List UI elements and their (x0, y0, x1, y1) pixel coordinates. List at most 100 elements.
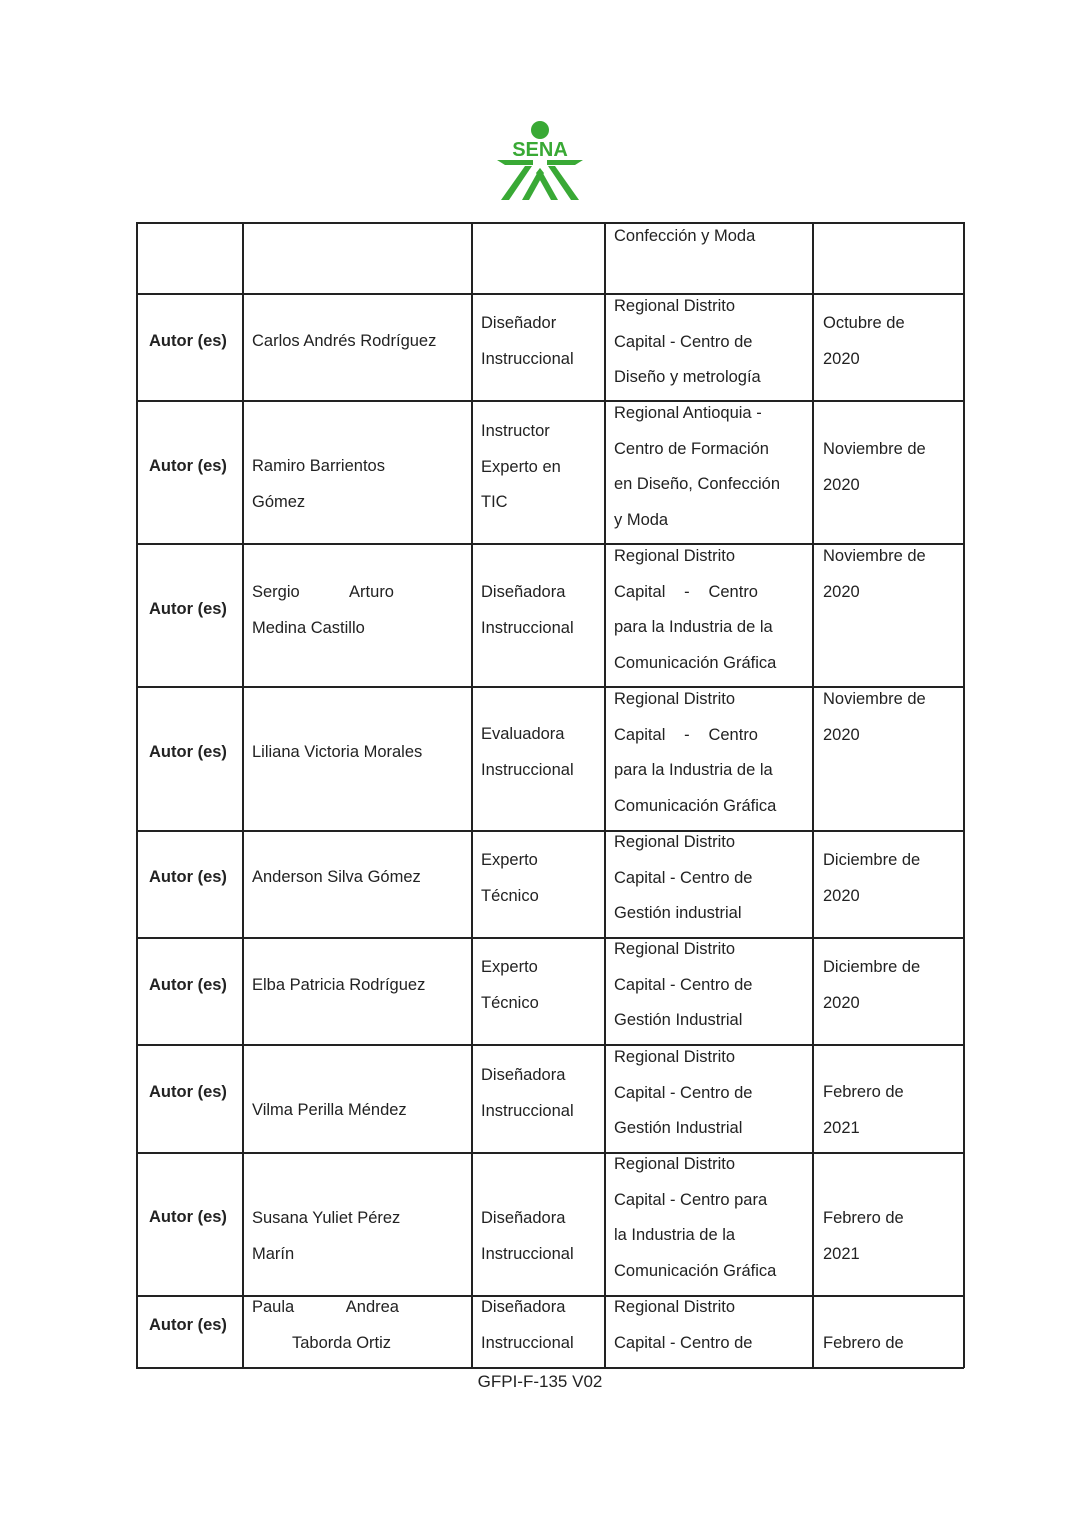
row-divider (136, 543, 964, 545)
author-location: y Moda (614, 510, 669, 529)
author-role: Evaluadora (481, 725, 565, 743)
author-name: Anderson Silva Gómez (252, 868, 421, 886)
author-name: Elba Patricia Rodríguez (252, 976, 426, 994)
author-location: Gestión industrial (614, 904, 742, 922)
column-divider (471, 222, 473, 1368)
author-date: 2020 (823, 993, 860, 1012)
authors-table: Confección y Moda Autor (es) Carlos Andrés… (136, 222, 965, 1369)
author-date: 2020 (823, 475, 860, 494)
author-location: Capital - Centro de (614, 868, 753, 887)
author-location: Gestión Industrial (614, 1119, 743, 1137)
author-label: Autor (es) (149, 332, 227, 350)
author-location: para la Industria de la (614, 761, 773, 779)
author-location: Regional Distrito (614, 547, 736, 565)
row-divider (136, 937, 964, 939)
column-divider (812, 222, 814, 1368)
row-divider (136, 400, 964, 402)
author-location: Centro de Formación (614, 439, 769, 458)
author-date: Febrero de (823, 1209, 904, 1227)
author-role: Experto (481, 958, 538, 976)
author-role: Diseñador (481, 314, 557, 332)
author-location: Regional Distrito (614, 940, 736, 958)
author-role: Instruccional (481, 760, 574, 779)
author-location: Diseño y metrología (614, 368, 761, 386)
author-location: Capital - Centro de (614, 1083, 753, 1102)
author-name: Ramiro Barrientos (252, 457, 385, 475)
author-role: Diseñadora (481, 1209, 566, 1227)
column-divider (136, 222, 138, 1368)
author-name: Marín (252, 1244, 295, 1263)
author-date: 2020 (823, 725, 860, 744)
author-label: Autor (es) (149, 868, 227, 886)
author-location: Capital - Centro de (614, 975, 753, 994)
author-role: Instruccional (481, 349, 574, 368)
column-divider (963, 222, 965, 1368)
author-location: Regional Distrito (614, 690, 736, 708)
author-date: 2021 (823, 1244, 860, 1263)
author-label: Autor (es) (149, 743, 227, 761)
author-date: Diciembre de (823, 851, 921, 869)
author-role: Diseñadora (481, 583, 566, 601)
author-name: Sergio Arturo (252, 583, 394, 601)
author-location: Comunicación Gráfica (614, 796, 777, 815)
row-divider (136, 222, 964, 224)
author-location: para la Industria de la (614, 618, 773, 636)
author-label: Autor (es) (149, 1208, 227, 1226)
author-location: la Industria de la (614, 1226, 736, 1244)
author-location: Comunicación Gráfica (614, 653, 777, 672)
author-name: Vilma Perilla Méndez (252, 1101, 407, 1119)
row-divider (136, 1367, 964, 1369)
author-label: Autor (es) (149, 1316, 227, 1334)
author-role: Experto (481, 851, 538, 869)
author-location: Regional Distrito (614, 1048, 736, 1066)
author-location: Capital - Centro (614, 725, 758, 744)
author-role: Instructor (481, 422, 550, 440)
author-label: Autor (es) (149, 1083, 227, 1101)
author-role: Instruccional (481, 1244, 574, 1263)
author-date: 2020 (823, 582, 860, 601)
column-divider (604, 222, 606, 1368)
author-date: 2021 (823, 1118, 860, 1137)
author-location: Comunicación Gráfica (614, 1261, 777, 1280)
author-location: Confección y Moda (614, 227, 756, 245)
author-location: Regional Distrito (614, 297, 736, 315)
author-date: Febrero de (823, 1083, 904, 1101)
author-date: Diciembre de (823, 958, 921, 976)
author-location: Capital - Centro para (614, 1190, 768, 1209)
author-location: Capital - Centro de (614, 1333, 753, 1352)
author-date: 2020 (823, 886, 860, 905)
row-divider (136, 1295, 964, 1297)
author-label: Autor (es) (149, 457, 227, 475)
author-date: 2020 (823, 349, 860, 368)
author-date: Noviembre de (823, 440, 926, 458)
author-role: Instruccional (481, 1101, 574, 1120)
author-label: Autor (es) (149, 600, 227, 618)
author-date: Noviembre de (823, 690, 926, 708)
author-location: en Diseño, Confección (614, 475, 781, 493)
author-date: Octubre de (823, 314, 905, 332)
author-role: Diseñadora (481, 1066, 566, 1084)
author-role: Técnico (481, 993, 539, 1012)
author-role: Instruccional (481, 1333, 574, 1352)
author-location: Capital - Centro (614, 582, 758, 601)
column-divider (242, 222, 244, 1368)
author-date: Noviembre de (823, 547, 926, 565)
author-date: Febrero de (823, 1334, 904, 1352)
author-name: Medina Castillo (252, 618, 365, 637)
author-location: Gestión Industrial (614, 1011, 743, 1029)
svg-text:SENA: SENA (512, 139, 568, 161)
row-divider (136, 830, 964, 832)
row-divider (136, 293, 964, 295)
author-role: Experto en (481, 457, 561, 476)
author-role: Técnico (481, 886, 539, 905)
sena-logo: SENA (497, 121, 583, 200)
document-code: GFPI-F-135 V02 (477, 1372, 603, 1391)
row-divider (136, 1152, 964, 1154)
author-role: Diseñadora (481, 1298, 566, 1316)
author-location: Regional Distrito (614, 833, 736, 851)
author-location: Regional Distrito (614, 1155, 736, 1173)
author-name: Carlos Andrés Rodríguez (252, 332, 437, 350)
author-name: Gómez (252, 492, 306, 511)
author-location: Capital - Centro de (614, 332, 753, 351)
author-name: Paula Andrea (252, 1298, 399, 1316)
